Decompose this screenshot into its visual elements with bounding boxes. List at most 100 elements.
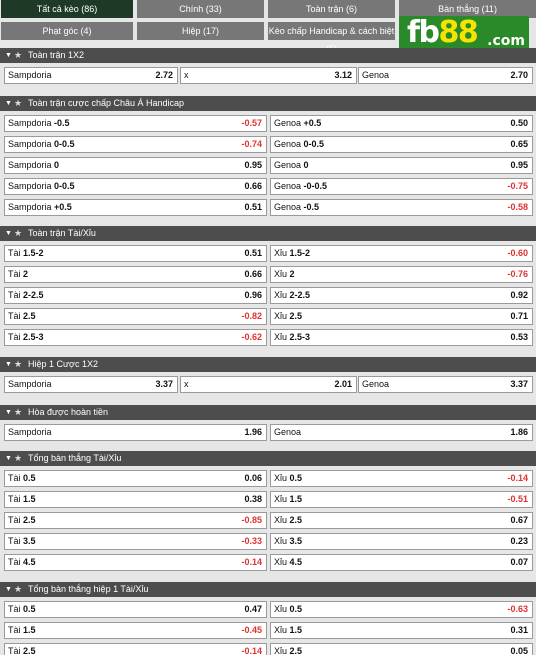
tab-main[interactable]: Chính (33) bbox=[137, 0, 264, 18]
odds-cell[interactable]: Tài 1.5 -0.45 bbox=[4, 622, 267, 639]
tab-goals[interactable]: Bàn thắng (11) bbox=[399, 0, 536, 18]
odds-cell[interactable]: Sampdoria 3.37 bbox=[4, 376, 178, 393]
market-header[interactable]: ▼ ★ Tổng bàn thắng Tài/Xỉu bbox=[0, 451, 536, 466]
odds-cell[interactable]: Genoa 2.70 bbox=[358, 67, 533, 84]
caret-down-icon[interactable]: ▼ bbox=[5, 361, 12, 368]
odds-cell[interactable]: Sampdoria 2.72 bbox=[4, 67, 178, 84]
odds-cell[interactable]: Xỉu 2.5-3 0.53 bbox=[270, 329, 533, 346]
caret-down-icon[interactable]: ▼ bbox=[5, 230, 12, 237]
odds-cell[interactable]: Xỉu 0.5 -0.14 bbox=[270, 470, 533, 487]
odds-cell[interactable]: Xỉu 2-2.5 0.92 bbox=[270, 287, 533, 304]
market-title: Tổng bàn thắng Tài/Xỉu bbox=[28, 453, 122, 463]
odds-value: -0.14 bbox=[507, 473, 528, 483]
odds-cell[interactable]: Genoa 0-0.5 0.65 bbox=[270, 136, 533, 153]
odds-cell[interactable]: Genoa 1.86 bbox=[270, 424, 533, 441]
star-icon[interactable]: ★ bbox=[14, 98, 23, 108]
market-header[interactable]: ▼ ★ Toàn trận cược chấp Châu Á Handicap bbox=[0, 96, 536, 111]
selection-name: Xỉu bbox=[274, 557, 288, 567]
tab-all-markets[interactable]: Tất cả kèo (86) bbox=[1, 0, 133, 18]
handicap-line: 2.5 bbox=[23, 646, 36, 655]
market-header[interactable]: ▼ ★ Toàn trận Tài/Xỉu bbox=[0, 226, 536, 241]
odds-cell[interactable]: x 3.12 bbox=[180, 67, 357, 84]
selection-name: Sampdoria bbox=[8, 139, 52, 149]
caret-down-icon[interactable]: ▼ bbox=[5, 455, 12, 462]
fb88-logo: fb88 .com bbox=[399, 16, 529, 52]
odds-cell[interactable]: Xỉu 2 -0.76 bbox=[270, 266, 533, 283]
selection-label: Xỉu 2.5 bbox=[274, 513, 302, 528]
star-icon[interactable]: ★ bbox=[14, 50, 23, 60]
odds-cell[interactable]: Xỉu 1.5-2 -0.60 bbox=[270, 245, 533, 262]
odds-cell[interactable]: Tài 2.5 -0.14 bbox=[4, 643, 267, 655]
selection-label: Xỉu 2-2.5 bbox=[274, 288, 310, 303]
tab-halves[interactable]: Hiệp (17) bbox=[137, 22, 264, 40]
logo-text-main: fb bbox=[407, 15, 440, 50]
odds-cell[interactable]: Tài 2.5 -0.82 bbox=[4, 308, 267, 325]
star-icon[interactable]: ★ bbox=[14, 584, 23, 594]
market-header[interactable]: ▼ ★ Hiệp 1 Cược 1X2 bbox=[0, 357, 536, 372]
selection-name: Tài bbox=[8, 515, 21, 525]
odds-cell[interactable]: Tài 4.5 -0.14 bbox=[4, 554, 267, 571]
caret-down-icon[interactable]: ▼ bbox=[5, 52, 12, 59]
market-header[interactable]: ▼ ★ Tổng bàn thắng hiệp 1 Tài/Xỉu bbox=[0, 582, 536, 597]
odds-cell[interactable]: Sampdoria 0-0.5 0.66 bbox=[4, 178, 267, 195]
handicap-line: 2.5 bbox=[23, 515, 36, 525]
odds-cell[interactable]: Tài 2 0.66 bbox=[4, 266, 267, 283]
odds-cell[interactable]: Genoa -0.5 -0.58 bbox=[270, 199, 533, 216]
odds-cell[interactable]: Sampdoria 0 0.95 bbox=[4, 157, 267, 174]
odds-value: -0.33 bbox=[241, 536, 262, 546]
market-header[interactable]: ▼ ★ Hòa được hoàn tiền bbox=[0, 405, 536, 420]
odds-cell[interactable]: Sampdoria -0.5 -0.57 bbox=[4, 115, 267, 132]
odds-cell[interactable]: Tài 2-2.5 0.96 bbox=[4, 287, 267, 304]
odds-cell[interactable]: Tài 1.5 0.38 bbox=[4, 491, 267, 508]
market-header[interactable]: ▼ ★ Toàn trận 1X2 bbox=[0, 48, 536, 63]
tab-full-match[interactable]: Toàn trận (6) bbox=[268, 0, 395, 18]
odds-cell[interactable]: Genoa 3.37 bbox=[358, 376, 533, 393]
selection-label: Tài 0.5 bbox=[8, 471, 36, 486]
selection-name: Tài bbox=[8, 269, 21, 279]
selection-label: Tài 4.5 bbox=[8, 555, 36, 570]
selection-name: Xỉu bbox=[274, 515, 288, 525]
selection-name: x bbox=[184, 70, 189, 80]
caret-down-icon[interactable]: ▼ bbox=[5, 409, 12, 416]
star-icon[interactable]: ★ bbox=[14, 407, 23, 417]
star-icon[interactable]: ★ bbox=[14, 359, 23, 369]
odds-value: 2.70 bbox=[510, 70, 528, 80]
tab-handicap[interactable]: Kèo chấp Handicap & cách biệt (5) bbox=[268, 22, 395, 54]
odds-cell[interactable]: Tài 2.5 -0.85 bbox=[4, 512, 267, 529]
odds-cell[interactable]: x 2.01 bbox=[180, 376, 357, 393]
caret-down-icon[interactable]: ▼ bbox=[5, 100, 12, 107]
odds-cell[interactable]: Sampdoria +0.5 0.51 bbox=[4, 199, 267, 216]
caret-down-icon[interactable]: ▼ bbox=[5, 586, 12, 593]
odds-cell[interactable]: Tài 3.5 -0.33 bbox=[4, 533, 267, 550]
odds-cell[interactable]: Tài 0.5 0.47 bbox=[4, 601, 267, 618]
odds-cell[interactable]: Xỉu 1.5 -0.51 bbox=[270, 491, 533, 508]
odds-cell[interactable]: Sampdoria 1.96 bbox=[4, 424, 267, 441]
odds-cell[interactable]: Genoa 0 0.95 bbox=[270, 157, 533, 174]
odds-cell[interactable]: Xỉu 2.5 0.05 bbox=[270, 643, 533, 655]
odds-cell[interactable]: Genoa -0-0.5 -0.75 bbox=[270, 178, 533, 195]
odds-cell[interactable]: Xỉu 0.5 -0.63 bbox=[270, 601, 533, 618]
handicap-line: 1.5-2 bbox=[23, 248, 44, 258]
odds-cell[interactable]: Tài 2.5-3 -0.62 bbox=[4, 329, 267, 346]
selection-name: Tài bbox=[8, 311, 21, 321]
selection-label: Xỉu 3.5 bbox=[274, 534, 302, 549]
odds-cell[interactable]: Xỉu 2.5 0.67 bbox=[270, 512, 533, 529]
odds-cell[interactable]: Xỉu 4.5 0.07 bbox=[270, 554, 533, 571]
odds-value: -0.58 bbox=[507, 202, 528, 212]
handicap-line: 3.5 bbox=[289, 536, 303, 546]
odds-cell[interactable]: Xỉu 2.5 0.71 bbox=[270, 308, 533, 325]
odds-cell[interactable]: Genoa +0.5 0.50 bbox=[270, 115, 533, 132]
odds-cell[interactable]: Sampdoria 0-0.5 -0.74 bbox=[4, 136, 267, 153]
odds-cell[interactable]: Xỉu 3.5 0.23 bbox=[270, 533, 533, 550]
selection-name: Xỉu bbox=[274, 646, 288, 655]
star-icon[interactable]: ★ bbox=[14, 453, 23, 463]
selection-label: Genoa 0 bbox=[274, 158, 309, 173]
tab-corners[interactable]: Phạt góc (4) bbox=[1, 22, 133, 40]
star-icon[interactable]: ★ bbox=[14, 228, 23, 238]
handicap-line: 2.5 bbox=[289, 311, 303, 321]
odds-value: 0.66 bbox=[244, 181, 262, 191]
odds-cell[interactable]: Tài 1.5-2 0.51 bbox=[4, 245, 267, 262]
odds-cell[interactable]: Xỉu 1.5 0.31 bbox=[270, 622, 533, 639]
selection-name: Sampdoria bbox=[8, 202, 52, 212]
odds-cell[interactable]: Tài 0.5 0.06 bbox=[4, 470, 267, 487]
